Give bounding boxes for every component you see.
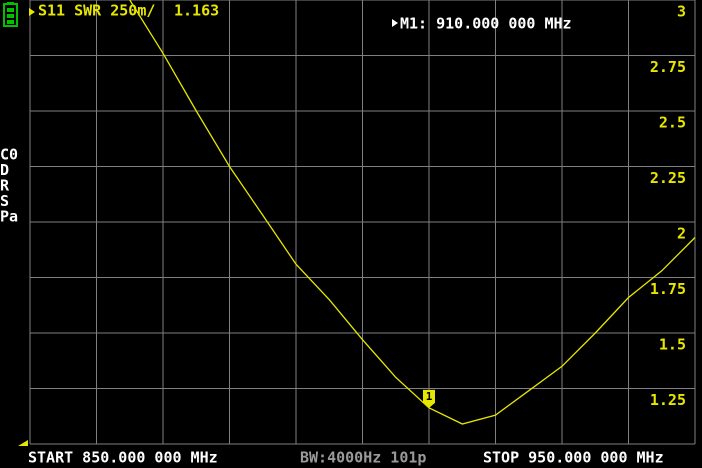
trace-indicator bbox=[29, 8, 35, 16]
calibration-status: R bbox=[0, 177, 10, 195]
y-tick-label: 1.5 bbox=[659, 336, 686, 354]
marker-label: 1 bbox=[426, 390, 433, 403]
y-tick-label: 2.75 bbox=[650, 58, 686, 76]
y-tick-label: 1.75 bbox=[650, 280, 686, 298]
swr-trace bbox=[129, 0, 696, 425]
start-frequency: START 850.000 000 MHz bbox=[28, 449, 218, 467]
reference-pointer bbox=[18, 440, 28, 446]
trace-readout: 1.163 bbox=[174, 2, 219, 20]
trace-header: S11 SWR 250m/ bbox=[38, 2, 155, 20]
marker-flag bbox=[423, 389, 435, 408]
y-tick-label: 2.25 bbox=[650, 169, 686, 187]
y-tick-label: 1.25 bbox=[650, 391, 686, 409]
y-tick-label: 2 bbox=[677, 225, 686, 243]
calibration-status: C0 bbox=[0, 146, 18, 164]
bandwidth: BW:4000Hz 101p bbox=[300, 449, 426, 467]
marker-readout: M1: 910.000 000 MHz bbox=[400, 15, 572, 33]
stop-frequency: STOP 950.000 000 MHz bbox=[483, 449, 664, 467]
calibration-status: Pa bbox=[0, 208, 18, 226]
battery-icon bbox=[3, 2, 18, 27]
calibration-status: S bbox=[0, 192, 9, 210]
y-tick-label: 2.5 bbox=[659, 114, 686, 132]
calibration-status: D bbox=[0, 161, 9, 179]
marker-indicator bbox=[392, 19, 398, 27]
y-tick-label: 3 bbox=[677, 3, 686, 21]
